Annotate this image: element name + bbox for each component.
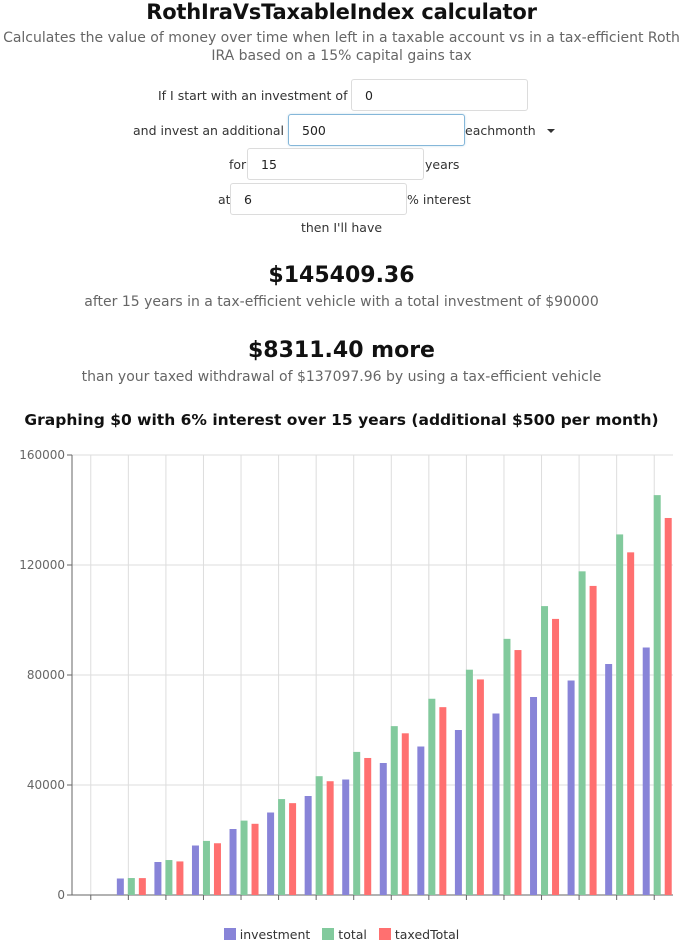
- legend-label-taxed-total: taxedTotal: [394, 927, 460, 942]
- bar-taxedtotal: [476, 679, 484, 895]
- bar-chart: 0 40000 80000 120000 160000: [19, 448, 673, 902]
- bar-investment: [229, 829, 237, 895]
- total-value: $145409.36: [268, 263, 415, 288]
- y-tick-label: 80000: [27, 668, 65, 682]
- legend-label-total: total: [338, 927, 367, 942]
- bar-total: [653, 495, 661, 895]
- bar-total: [127, 878, 135, 895]
- difference-value: $8311.40 more: [248, 338, 435, 363]
- bar-taxedtotal: [213, 843, 221, 895]
- interest-suffix-label: % interest: [407, 192, 471, 207]
- bar-total: [616, 534, 624, 895]
- interest-input[interactable]: [230, 183, 407, 215]
- bar-taxedtotal: [664, 517, 672, 895]
- initial-investment-input[interactable]: [351, 79, 528, 111]
- page-title: RothIraVsTaxableIndex calculator: [146, 0, 537, 24]
- bar-taxedtotal: [289, 803, 297, 895]
- bar-taxedtotal: [401, 733, 409, 895]
- bar-taxedtotal: [627, 552, 635, 895]
- bar-investment: [605, 664, 613, 895]
- bar-investment: [267, 812, 275, 895]
- interest-prefix-label: at: [218, 192, 231, 207]
- years-suffix-label: years: [425, 157, 460, 172]
- years-prefix-label: for: [229, 157, 247, 172]
- bar-investment: [304, 796, 312, 895]
- difference-caption: than your taxed withdrawal of $137097.96…: [81, 369, 602, 385]
- frequency-selected-value: eachmonth: [465, 123, 536, 138]
- legend-swatch-taxed-total: [378, 928, 391, 940]
- bar-total: [278, 799, 286, 895]
- bar-investment: [379, 763, 387, 895]
- y-tick-label: 0: [57, 888, 65, 902]
- chart-title: Graphing $0 with 6% interest over 15 yea…: [24, 411, 659, 429]
- subtitle-line-1: Calculates the value of money over time …: [3, 30, 680, 46]
- frequency-select[interactable]: eachmonth: [465, 114, 555, 148]
- bar-total: [578, 571, 586, 895]
- bar-total: [165, 860, 173, 895]
- subtitle-line-2: IRA based on a 15% capital gains tax: [211, 48, 472, 64]
- bar-taxedtotal: [514, 650, 522, 895]
- additional-investment-label: and invest an additional $: [133, 123, 296, 138]
- bar-investment: [530, 697, 538, 895]
- legend-item-total[interactable]: total: [322, 927, 367, 942]
- bar-taxedtotal: [138, 878, 146, 895]
- then-label: then I'll have: [300, 220, 383, 235]
- bar-investment: [642, 647, 650, 895]
- initial-investment-label: If I start with an investment of $: [158, 88, 360, 103]
- legend-item-taxed-total[interactable]: taxedTotal: [378, 927, 460, 942]
- bar-taxedtotal: [589, 585, 597, 895]
- bar-total: [202, 840, 210, 895]
- additional-investment-row: and invest an additional $ eachmonth: [0, 114, 683, 148]
- bar-taxedtotal: [176, 861, 184, 895]
- y-tick-label: 120000: [19, 558, 65, 572]
- y-tick-label: 40000: [27, 778, 65, 792]
- years-input[interactable]: [247, 148, 424, 180]
- bar-total: [240, 820, 248, 895]
- bar-total: [465, 669, 473, 895]
- interest-row: at % interest: [0, 183, 683, 217]
- bar-total: [541, 606, 549, 895]
- bar-investment: [417, 746, 425, 895]
- chart-legend: investment total taxedTotal: [0, 927, 683, 942]
- legend-swatch-investment: [223, 928, 236, 940]
- bar-investment: [567, 680, 575, 895]
- bar-total: [428, 698, 436, 895]
- bar-investment: [492, 713, 500, 895]
- bar-taxedtotal: [326, 781, 334, 895]
- bar-taxedtotal: [364, 757, 372, 895]
- bar-total: [353, 751, 361, 895]
- bar-total: [390, 726, 398, 895]
- y-tick-label: 160000: [19, 448, 65, 462]
- years-row: for years: [0, 148, 683, 182]
- chevron-down-icon: [546, 128, 555, 133]
- legend-item-investment[interactable]: investment: [223, 927, 311, 942]
- bar-investment: [454, 730, 462, 895]
- bar-taxedtotal: [439, 707, 447, 895]
- bar-total: [315, 776, 323, 895]
- total-caption: after 15 years in a tax-efficient vehicl…: [84, 294, 599, 310]
- bar-taxedtotal: [552, 618, 560, 895]
- page-subtitle: Calculates the value of money over time …: [0, 29, 683, 65]
- legend-label-investment: investment: [239, 927, 311, 942]
- bar-investment: [154, 862, 162, 895]
- bar-taxedtotal: [251, 823, 259, 895]
- bar-investment: [342, 779, 350, 895]
- additional-investment-input[interactable]: [288, 114, 465, 146]
- initial-investment-row: If I start with an investment of $: [0, 79, 683, 113]
- legend-swatch-total: [322, 928, 335, 940]
- bar-total: [503, 638, 511, 895]
- bar-investment: [116, 878, 124, 895]
- bar-investment: [191, 845, 199, 895]
